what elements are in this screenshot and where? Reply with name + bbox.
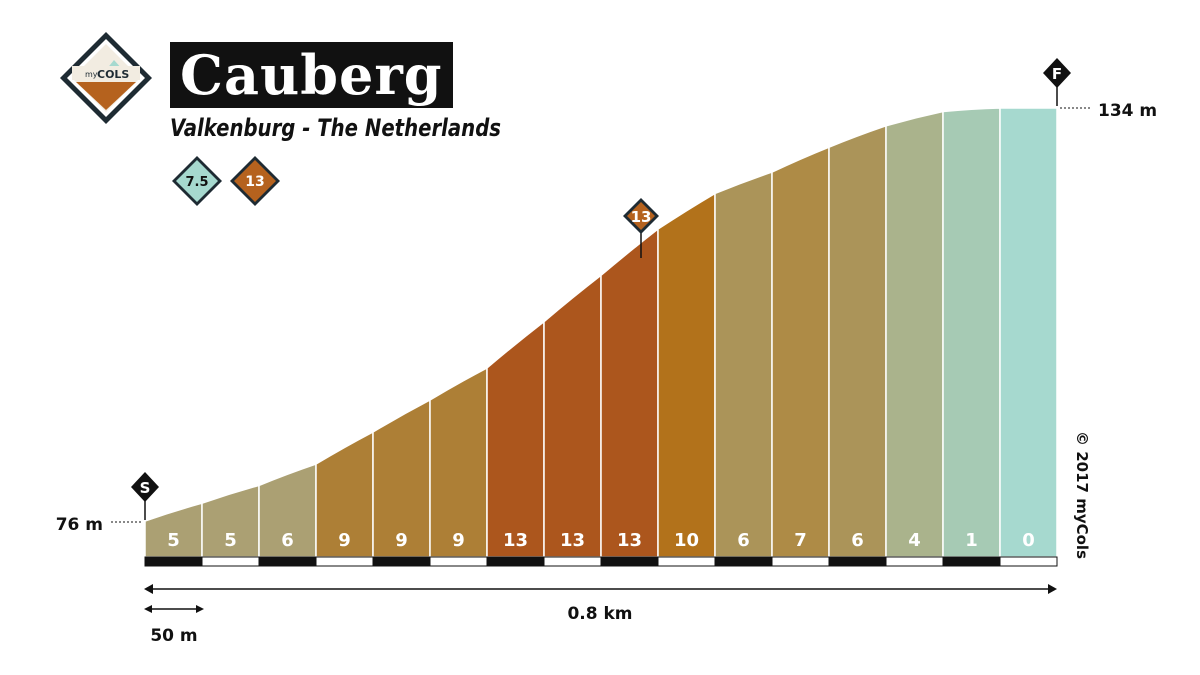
start-altitude: 76 m <box>56 515 143 535</box>
segment-gradient-label: 4 <box>908 530 921 551</box>
start-altitude-label: 76 m <box>56 515 103 535</box>
profile-segment <box>600 227 659 558</box>
scale-bar-tick <box>201 556 260 567</box>
profile-segment <box>828 124 887 558</box>
scale-bar-tick <box>486 556 545 567</box>
profile-segment <box>657 192 716 558</box>
copyright-notice: © 2017 myCols <box>1072 430 1092 560</box>
max-gradient-marker: 13 <box>623 198 659 258</box>
climb-title: Cauberg <box>170 42 453 108</box>
start-marker: S <box>131 472 159 520</box>
scale-bar-tick <box>771 556 830 567</box>
finish-altitude-label: 134 m <box>1098 101 1157 121</box>
max-gradient-badge: 13 <box>230 156 280 206</box>
segment-gradient-label: 13 <box>617 530 642 551</box>
segment-gradient-label: 13 <box>503 530 528 551</box>
segment-gradient-label: 6 <box>851 530 864 551</box>
scale-bar-tick <box>315 556 374 567</box>
start-marker-label: S <box>140 479 151 497</box>
profile-segment <box>543 273 602 558</box>
avg-gradient-badge: 7.5 <box>172 156 222 206</box>
segment-gradient-label: 7 <box>794 530 807 551</box>
mycols-logo: my COLS <box>60 32 152 124</box>
logo-text-small: my <box>85 70 98 79</box>
total-distance-label: 0.8 km <box>567 604 632 624</box>
segment-gradient-label: 9 <box>338 530 351 551</box>
scale-bar-tick <box>714 556 773 567</box>
profile-segment <box>714 171 773 558</box>
max-gradient-value: 13 <box>245 174 264 190</box>
scale-bar-tick <box>828 556 887 567</box>
copyright-text: © 2017 myCols <box>1073 431 1091 559</box>
scale-bar-tick <box>885 556 944 567</box>
total-distance-arrow: 0.8 km <box>144 584 1057 624</box>
segment-gradient-label: 9 <box>452 530 465 551</box>
scale-bar-tick <box>543 556 602 567</box>
segment-gradient-label: 5 <box>167 530 180 551</box>
scale-bar-tick <box>999 556 1058 567</box>
scale-bar-tick <box>429 556 488 567</box>
climb-location: Valkenburg - The Netherlands <box>170 114 501 142</box>
max-gradient-marker-label: 13 <box>631 208 652 226</box>
segment-gradient-label: 0 <box>1022 530 1035 551</box>
profile-segment <box>486 320 545 558</box>
profile-segment <box>771 146 830 558</box>
gradient-badges: 7.5 13 <box>172 156 280 206</box>
segment-gradient-label: 9 <box>395 530 408 551</box>
profile-segment <box>942 107 1001 558</box>
segment-gradient-label: 6 <box>737 530 750 551</box>
segment-gradient-label: 10 <box>674 530 699 551</box>
profile-segment <box>999 107 1058 558</box>
avg-gradient-value: 7.5 <box>185 175 208 190</box>
scale-bar-tick <box>942 556 1001 567</box>
scale-bar-tick <box>600 556 659 567</box>
segment-gradient-label: 13 <box>560 530 585 551</box>
finish-altitude: 134 m <box>1060 101 1157 121</box>
segment-gradient-label: 5 <box>224 530 237 551</box>
segment-length-arrow: 50 m <box>144 605 204 646</box>
segment-length-label: 50 m <box>150 626 197 646</box>
scale-bar-tick <box>258 556 317 567</box>
scale-bar-tick <box>144 556 203 567</box>
finish-marker-label: F <box>1052 65 1062 83</box>
gradient-labels: 5 5 6 9 9 9 13 13 13 10 6 7 6 4 1 0 <box>167 530 1035 551</box>
segment-gradient-label: 1 <box>965 530 978 551</box>
distance-scale-bar <box>144 556 1058 567</box>
finish-marker: F <box>1043 58 1071 106</box>
segment-gradient-label: 6 <box>281 530 294 551</box>
scale-bar-tick <box>372 556 431 567</box>
profile-segment <box>885 110 944 558</box>
profile-segments <box>144 107 1058 558</box>
scale-bar-tick <box>657 556 716 567</box>
logo-text-large: COLS <box>97 68 129 81</box>
profile-segment <box>429 366 488 558</box>
